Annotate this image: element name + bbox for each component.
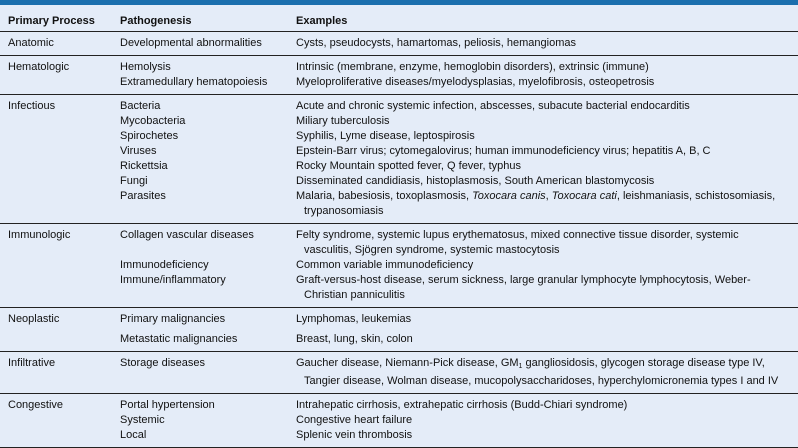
header-pathogenesis: Pathogenesis: [120, 12, 296, 32]
primary-process-cell: [0, 258, 120, 273]
table-row: Infiltrative Storage diseases Gaucher dise…: [0, 351, 798, 394]
pathogenesis-cell: Fungi: [120, 175, 148, 187]
primary-process-cell: [0, 428, 120, 448]
examples-cell: Miliary tuberculosis: [296, 115, 390, 127]
pathogenesis-cell: Bacteria: [120, 100, 161, 112]
examples-cell: Common variable immunodeficiency: [296, 259, 474, 271]
primary-process-cell: [0, 189, 120, 224]
table-row: Mycobacteria Miliary tuberculosis: [0, 114, 798, 129]
pathogenesis-cell: Developmental abnormalities: [120, 31, 296, 56]
examples-cell: Lymphomas, leukemias: [296, 313, 412, 325]
primary-process-cell: Infiltrative: [0, 351, 120, 394]
primary-process-cell: [0, 413, 120, 428]
examples-cell: Epstein-Barr virus; cytomegalovirus; hum…: [296, 145, 711, 157]
examples-cell: Graft-versus-host disease, serum sicknes…: [296, 273, 798, 308]
examples-cell: Syphilis, Lyme disease, leptospirosis: [296, 130, 475, 142]
pathogenesis-cell: Metastatic malignancies: [120, 327, 296, 352]
primary-process-cell: Hematologic: [8, 61, 70, 73]
primary-process-cell: Anatomic: [0, 31, 120, 56]
examples-cell: Disseminated candidiasis, histoplasmosis…: [296, 175, 655, 187]
primary-process-cell: [0, 114, 120, 129]
examples-cell: Rocky Mountain spotted fever, Q fever, t…: [296, 160, 522, 172]
pathogenesis-cell: Systemic: [120, 414, 165, 426]
primary-process-cell: [0, 327, 120, 352]
primary-process-cell: Neoplastic: [8, 313, 60, 325]
primary-process-cell: [0, 75, 120, 95]
primary-process-cell: [0, 174, 120, 189]
pathogenesis-cell: Portal hypertension: [120, 399, 215, 411]
table-row: Extramedullary hematopoiesis Myeloprolife…: [0, 75, 798, 95]
pathogenesis-cell: Storage diseases: [120, 351, 296, 394]
table-row: Parasites Malaria, babesiosis, toxoplasmo…: [0, 189, 798, 224]
table-row: Spirochetes Syphilis, Lyme disease, lepto…: [0, 129, 798, 144]
header-primary-process: Primary Process: [0, 12, 120, 32]
examples-cell: Acute and chronic systemic infection, ab…: [296, 100, 690, 112]
table-row: Infectious Bacteria Acute and chronic syst…: [0, 95, 798, 115]
table-row: Local Splenic vein thrombosis: [0, 428, 798, 448]
pathogenesis-cell: Viruses: [120, 145, 157, 157]
examples-cell: Intrinsic (membrane, enzyme, hemoglobin …: [296, 61, 649, 73]
primary-process-cell: [0, 273, 120, 308]
pathogenesis-cell: Extramedullary hematopoiesis: [120, 75, 296, 95]
primary-process-cell: Congestive: [8, 399, 64, 411]
table-row: Systemic Congestive heart failure: [0, 413, 798, 428]
table-row: Hematologic Hemolysis Intrinsic (membrane,…: [0, 56, 798, 76]
table-row: Metastatic malignancies Breast, lung, ski…: [0, 327, 798, 352]
pathogenesis-cell: Mycobacteria: [120, 115, 186, 127]
spleen-causes-table: Primary Process Pathogenesis Examples An…: [0, 12, 798, 448]
primary-process-cell: Immunologic: [8, 229, 71, 241]
examples-cell: Splenic vein thrombosis: [296, 428, 798, 448]
table-row: Immune/inflammatory Graft-versus-host dis…: [0, 273, 798, 308]
examples-cell: Cysts, pseudocysts, hamartomas, peliosis…: [296, 31, 798, 56]
examples-cell: Congestive heart failure: [296, 414, 413, 426]
header-row: Primary Process Pathogenesis Examples: [0, 12, 798, 32]
table-row: Rickettsia Rocky Mountain spotted fever, …: [0, 159, 798, 174]
header-examples: Examples: [296, 12, 798, 32]
pathogenesis-cell: Primary malignancies: [120, 313, 226, 325]
table-row: Immunodeficiency Common variable immunode…: [0, 258, 798, 273]
pathogenesis-cell: Immune/inflammatory: [120, 273, 296, 308]
table-row: Immunologic Collagen vascular diseases Fel…: [0, 224, 798, 259]
pathogenesis-cell: Spirochetes: [120, 130, 179, 142]
table-row: Congestive Portal hypertension Intrahepati…: [0, 394, 798, 414]
examples-cell: Breast, lung, skin, colon: [296, 327, 798, 352]
examples-cell: Intrahepatic cirrhosis, extrahepatic cir…: [296, 399, 628, 411]
examples-cell: Felty syndrome, systemic lupus erythemat…: [296, 229, 739, 256]
primary-process-cell: [0, 159, 120, 174]
examples-cell: Gaucher disease, Niemann-Pick disease, G…: [296, 351, 798, 394]
pathogenesis-cell: Hemolysis: [120, 61, 171, 73]
top-accent-bar: [0, 0, 798, 5]
table-row: Anatomic Developmental abnormalities Cysts…: [0, 31, 798, 56]
primary-process-cell: [0, 129, 120, 144]
table-row: Fungi Disseminated candidiasis, histoplas…: [0, 174, 798, 189]
primary-process-cell: Infectious: [8, 100, 56, 112]
table-row: Neoplastic Primary malignancies Lymphomas,…: [0, 308, 798, 328]
pathogenesis-cell: Local: [120, 428, 296, 448]
primary-process-cell: [0, 144, 120, 159]
pathogenesis-cell: Rickettsia: [120, 160, 168, 172]
examples-cell: Malaria, babesiosis, toxoplasmosis, Toxo…: [296, 189, 798, 224]
table-row: Viruses Epstein-Barr virus; cytomegalovir…: [0, 144, 798, 159]
pathogenesis-cell: Collagen vascular diseases: [120, 229, 254, 241]
examples-cell: Myeloproliferative diseases/myelodysplas…: [296, 75, 798, 95]
pathogenesis-cell: Parasites: [120, 189, 296, 224]
pathogenesis-cell: Immunodeficiency: [120, 259, 209, 271]
